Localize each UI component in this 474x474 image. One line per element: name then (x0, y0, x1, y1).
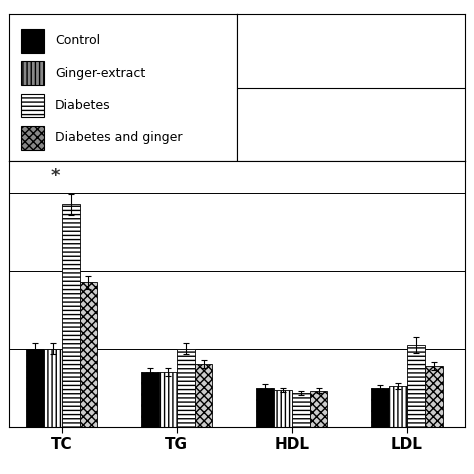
Bar (62, 204, 80, 427)
Bar (141, 372, 159, 427)
Bar (407, 345, 425, 427)
Bar (177, 349, 195, 427)
Bar (292, 393, 310, 427)
Bar (195, 364, 212, 427)
Bar (310, 391, 328, 427)
Text: Control: Control (55, 34, 100, 47)
Text: Diabetes and ginger: Diabetes and ginger (55, 131, 182, 145)
Bar (256, 388, 274, 427)
Bar (425, 366, 443, 427)
Text: Diabetes: Diabetes (55, 99, 110, 112)
Bar (372, 388, 389, 427)
Bar (389, 386, 407, 427)
FancyBboxPatch shape (21, 61, 44, 85)
Bar (44, 349, 62, 427)
Bar (26, 349, 44, 427)
Text: Ginger-extract: Ginger-extract (55, 67, 145, 80)
Text: *: * (50, 167, 60, 185)
Bar (159, 372, 177, 427)
FancyBboxPatch shape (21, 94, 44, 118)
Bar (80, 283, 97, 427)
FancyBboxPatch shape (21, 126, 44, 150)
FancyBboxPatch shape (21, 29, 44, 53)
Bar (274, 390, 292, 427)
